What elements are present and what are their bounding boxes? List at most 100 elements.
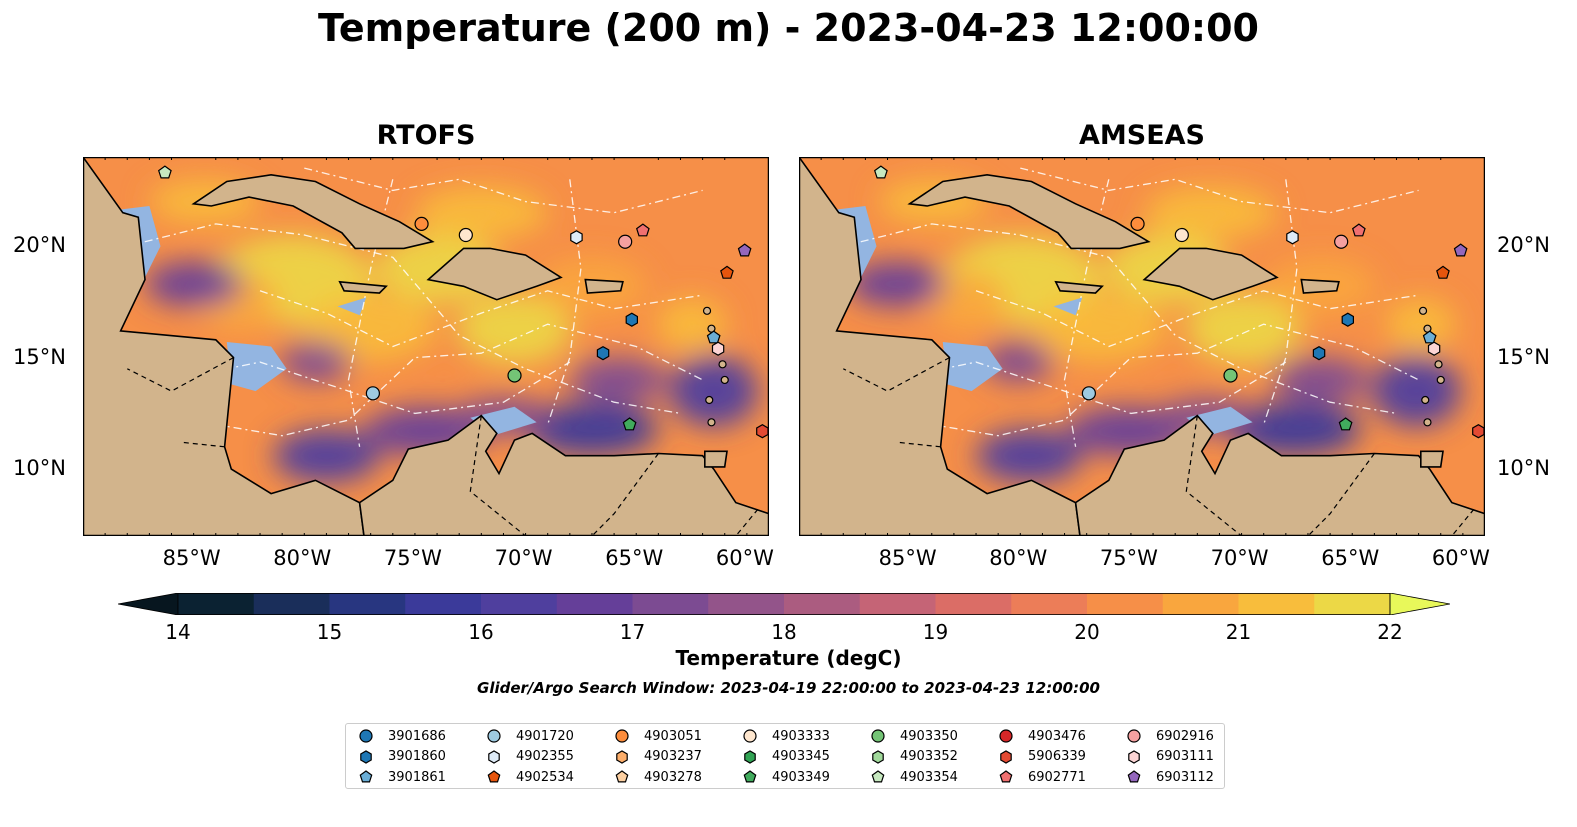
border-line — [127, 357, 234, 392]
x-tick-label: 75°W — [383, 546, 442, 570]
map-svg — [83, 157, 769, 536]
platform-marker — [706, 330, 721, 344]
colorbar-tick-label: 20 — [1074, 620, 1100, 644]
border-line — [591, 453, 659, 536]
platform-marker — [1453, 243, 1468, 257]
land — [358, 414, 769, 536]
map-frame — [83, 157, 769, 536]
circle-marker-icon — [871, 729, 885, 743]
colorbar-segment — [708, 593, 785, 615]
colorbar-segment — [632, 593, 709, 615]
legend-item: 3901860 — [358, 747, 446, 767]
legend-marker — [744, 749, 756, 764]
island — [705, 395, 714, 405]
colorbar-tick-label: 21 — [1225, 620, 1252, 644]
colorbar-segment — [1162, 593, 1239, 615]
platform-marker — [414, 216, 429, 231]
colorbar-segment — [405, 593, 482, 615]
platform-marker — [458, 227, 473, 243]
eddy-contour — [347, 179, 394, 447]
colorbar-segment — [784, 593, 861, 615]
y-tick-label-right: 20°N — [1497, 233, 1550, 258]
hexagon-marker-icon — [360, 749, 372, 764]
legend-item: 4903476 — [998, 726, 1086, 746]
platform-marker — [1341, 312, 1355, 327]
panel-title-rtofs: RTOFS — [376, 120, 476, 151]
legend-label: 4903350 — [900, 728, 958, 744]
legend-marker — [999, 729, 1013, 743]
map-frame — [799, 157, 1485, 536]
legend-item: 6903112 — [1126, 767, 1214, 787]
legend-label: 4903354 — [900, 769, 958, 785]
border-line — [182, 441, 225, 448]
eddy-contour — [127, 223, 681, 415]
hexagon-marker-icon — [1128, 749, 1140, 764]
platform-marker — [622, 417, 637, 431]
eddy-contour — [887, 361, 1287, 415]
shelf-area — [337, 297, 367, 316]
pentagon-marker-icon — [871, 770, 885, 783]
legend-marker — [616, 749, 628, 764]
legend-item: 4903278 — [614, 767, 702, 787]
legend-label: 4903237 — [644, 749, 702, 764]
platform-marker — [720, 265, 734, 279]
legend-item: 4903237 — [614, 747, 702, 767]
island — [1436, 375, 1445, 385]
colorbar-segment — [329, 593, 406, 615]
land — [426, 247, 563, 301]
border-line — [843, 357, 950, 392]
eddy-contour — [975, 290, 1419, 348]
legend-label: 4903352 — [900, 749, 958, 764]
legend-item: 4902355 — [486, 747, 574, 767]
platform-legend: 3901686 3901860 3901861 4901720 4902355 49025… — [345, 723, 1225, 789]
platform-marker — [365, 386, 380, 401]
platform-marker — [1351, 223, 1366, 237]
hexagon-marker-icon — [744, 749, 756, 764]
eddy-contour — [259, 290, 703, 348]
legend-label: 3901686 — [388, 728, 446, 744]
eddy-contour — [304, 167, 703, 214]
platform-marker — [1081, 386, 1096, 401]
platform-marker — [1223, 368, 1238, 383]
platform-marker — [570, 230, 583, 245]
legend-marker — [872, 749, 884, 764]
colorbar-tick-label: 17 — [619, 620, 646, 644]
legend-item: 4903350 — [870, 726, 958, 746]
legend-label: 6902771 — [1028, 769, 1086, 785]
border-line — [735, 508, 759, 536]
legend-item: 4903354 — [870, 767, 958, 787]
eddy-contour — [1063, 179, 1110, 447]
y-tick-label-right: 15°N — [1497, 344, 1550, 369]
y-tick-label-left: 10°N — [13, 456, 66, 481]
legend-item: 5906339 — [998, 747, 1086, 767]
legend-marker — [1127, 729, 1141, 743]
hexagon-marker-icon — [488, 749, 500, 764]
eddy-contour — [1020, 167, 1419, 214]
colorbar-segment — [1087, 593, 1164, 615]
pentagon-marker-icon — [999, 770, 1013, 783]
land — [1054, 280, 1104, 294]
platform-marker — [1334, 234, 1349, 249]
pentagon-marker-icon — [487, 770, 501, 783]
x-tick-label: 60°W — [1431, 546, 1490, 570]
legend-item: 4903051 — [614, 726, 702, 746]
platform-marker — [507, 368, 522, 383]
legend-marker — [871, 770, 885, 783]
legend-item: 4901720 — [486, 726, 574, 746]
panel-title-amseas: AMSEAS — [1079, 120, 1205, 151]
pentagon-marker-icon — [615, 770, 629, 783]
platform-marker — [873, 165, 888, 179]
circle-marker-icon — [359, 729, 373, 743]
legend-marker — [1000, 749, 1012, 764]
colorbar-extend-high — [1389, 592, 1451, 616]
colorbar-tick-label: 14 — [165, 620, 191, 644]
border-line — [469, 415, 526, 536]
legend-item: 4903333 — [742, 726, 830, 746]
colorbar-extend-low — [117, 592, 179, 616]
legend-item: 4903352 — [870, 747, 958, 767]
colorbar-tick-label: 16 — [468, 620, 494, 644]
legend-label: 3901861 — [388, 769, 446, 785]
circle-marker-icon — [487, 729, 501, 743]
colorbar-tick-label: 19 — [922, 620, 949, 644]
x-tick-label: 60°W — [715, 546, 774, 570]
